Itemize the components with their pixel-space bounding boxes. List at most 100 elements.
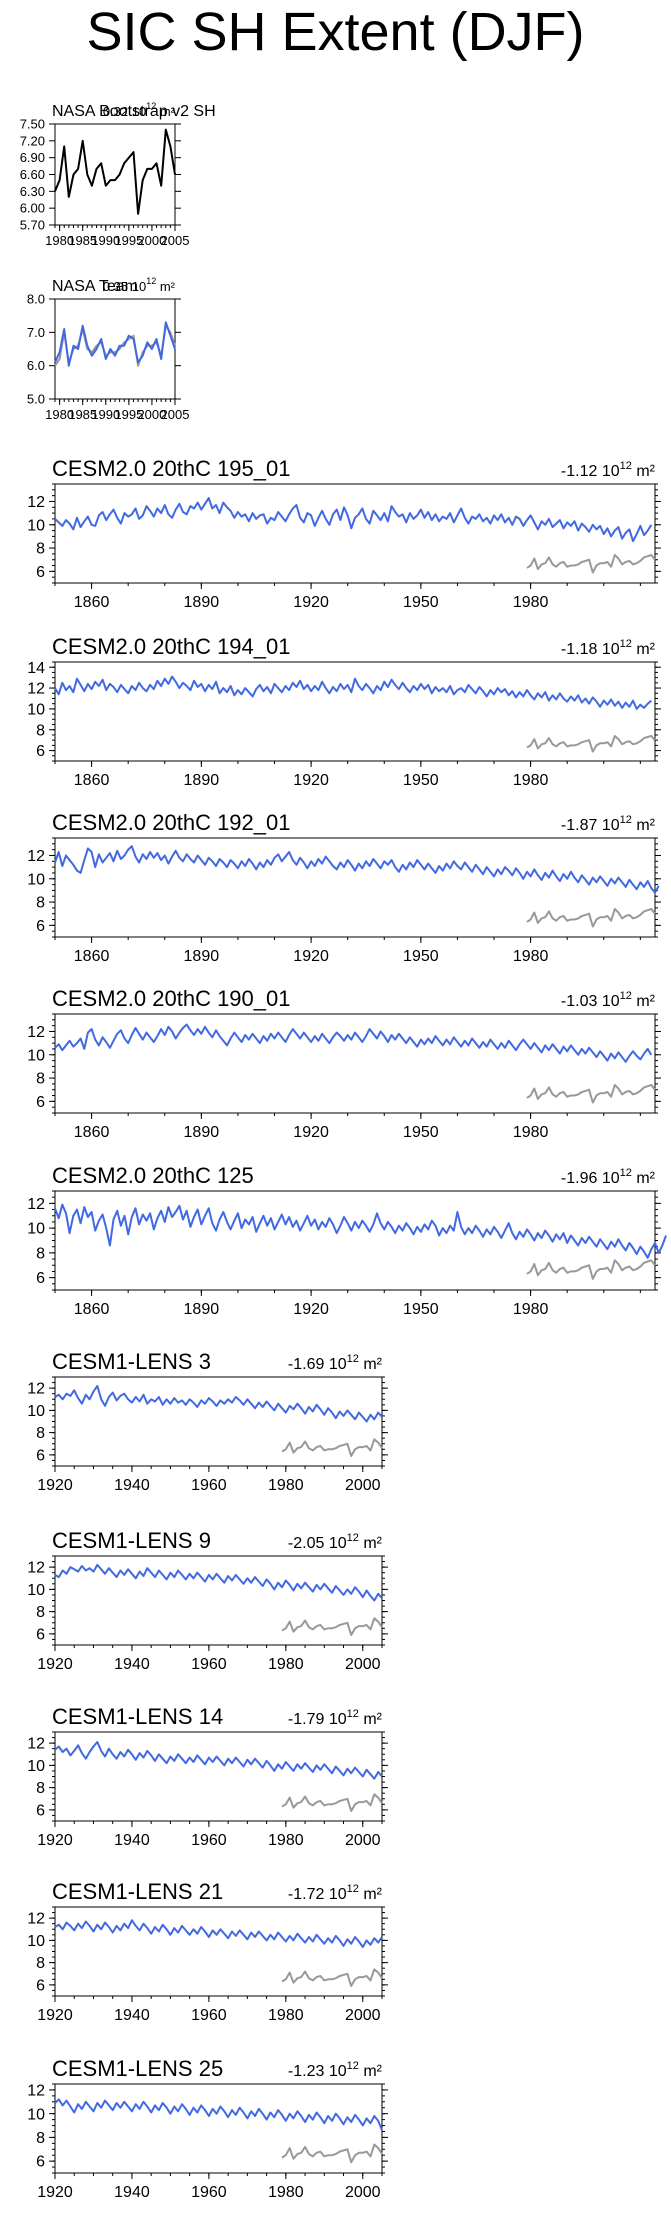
x-tick-label: 1980 bbox=[268, 2184, 304, 2201]
y-tick-label: 7.20 bbox=[20, 133, 45, 148]
series-line-observed bbox=[54, 128, 176, 215]
x-tick-label: 1950 bbox=[403, 1301, 439, 1318]
x-tick-label: 1980 bbox=[513, 1301, 549, 1318]
y-tick-label: 12 bbox=[27, 494, 45, 511]
plot-frame bbox=[54, 2083, 383, 2174]
y-tick-label: 6.0 bbox=[27, 358, 45, 373]
chart-panel-6: CESM2.0 20thC 190_01 -1.03 1012 m² 6 8 10 12 1… bbox=[27, 986, 661, 1141]
y-tick-label: 10 bbox=[27, 1221, 45, 1238]
series-line-obs_overlay bbox=[281, 1438, 383, 1457]
y-tick-label: 5.0 bbox=[27, 392, 45, 407]
x-tick-label: 1960 bbox=[191, 1656, 227, 1673]
y-tick-label: 6 bbox=[36, 1270, 45, 1287]
x-tick-label: 2000 bbox=[137, 233, 166, 248]
trend-label: -1.18 1012 m² bbox=[561, 638, 656, 658]
x-tick-label: 1980 bbox=[268, 2007, 304, 2024]
x-tick-label: 1940 bbox=[114, 1477, 150, 1494]
series-line-obs_overlay bbox=[526, 554, 656, 574]
y-tick-label: 14 bbox=[27, 660, 45, 677]
x-tick-label: 1995 bbox=[114, 407, 143, 422]
series-line-obs_overlay bbox=[526, 1084, 656, 1104]
chart-panel-3: CESM2.0 20thC 195_01 -1.12 1012 m² 6 8 10 12 1… bbox=[27, 456, 661, 611]
y-tick-label: 12 bbox=[27, 1381, 45, 1398]
chart-panel-1: NASA Bootstrap v2 SH0.32 1012 m² 5.70 6.00… bbox=[20, 101, 216, 248]
panel-title: CESM1-LENS 21 bbox=[52, 1879, 223, 1904]
x-tick-label: 1890 bbox=[184, 772, 220, 789]
y-tick-label: 12 bbox=[27, 1196, 45, 1213]
panel-title: CESM1-LENS 25 bbox=[52, 2056, 223, 2081]
series-line-model bbox=[54, 1023, 653, 1063]
x-tick-label: 1890 bbox=[184, 1124, 220, 1141]
trend-label: 0.32 1012 m² bbox=[103, 101, 176, 119]
x-tick-label: 1960 bbox=[191, 1832, 227, 1849]
y-tick-label: 6.90 bbox=[20, 150, 45, 165]
x-tick-label: 1960 bbox=[191, 2007, 227, 2024]
x-tick-label: 1920 bbox=[37, 1477, 73, 1494]
page-title: SIC SH Extent (DJF) bbox=[86, 2, 585, 62]
plot-frame bbox=[54, 1190, 656, 1291]
panel-title: NASA Bootstrap v2 SH bbox=[52, 103, 216, 120]
y-tick-label: 8 bbox=[36, 722, 45, 739]
series-line-model bbox=[54, 497, 653, 543]
x-tick-label: 1960 bbox=[191, 1477, 227, 1494]
y-tick-label: 10 bbox=[27, 517, 45, 534]
x-tick-label: 1860 bbox=[74, 948, 110, 965]
y-tick-label: 12 bbox=[27, 681, 45, 698]
y-tick-label: 10 bbox=[27, 871, 45, 888]
y-tick-label: 8 bbox=[36, 1425, 45, 1442]
series-line-model bbox=[54, 1203, 667, 1259]
y-tick-label: 6 bbox=[36, 1626, 45, 1643]
x-tick-label: 1950 bbox=[403, 948, 439, 965]
x-tick-label: 1920 bbox=[37, 2184, 73, 2201]
y-tick-label: 12 bbox=[27, 1911, 45, 1928]
x-tick-label: 2000 bbox=[137, 407, 166, 422]
series-line-model bbox=[54, 1741, 383, 1780]
plot-frame bbox=[54, 661, 656, 762]
x-tick-label: 1950 bbox=[403, 772, 439, 789]
y-tick-label: 8.0 bbox=[27, 292, 45, 307]
x-tick-label: 1860 bbox=[74, 772, 110, 789]
chart-panel-7: CESM2.0 20thC 125 -1.96 1012 m² 6 8 10 12 1860… bbox=[27, 1163, 667, 1318]
x-tick-label: 1960 bbox=[191, 2184, 227, 2201]
panel-title: CESM2.0 20thC 192_01 bbox=[52, 810, 291, 835]
y-tick-label: 6 bbox=[36, 743, 45, 760]
x-tick-label: 1920 bbox=[37, 1656, 73, 1673]
x-tick-label: 2000 bbox=[345, 1477, 381, 1494]
series-line-model bbox=[54, 1919, 383, 1948]
trend-label: -1.12 1012 m² bbox=[561, 460, 656, 480]
chart-panel-9: CESM1-LENS 9 -2.05 1012 m² 6 8 10 12 1920 1940 1… bbox=[27, 1528, 388, 1673]
trend-label: -1.87 1012 m² bbox=[561, 814, 656, 834]
x-tick-label: 1940 bbox=[114, 1656, 150, 1673]
panel-title: CESM2.0 20thC 125 bbox=[52, 1163, 254, 1188]
x-tick-label: 1920 bbox=[293, 1301, 329, 1318]
y-tick-label: 6 bbox=[36, 564, 45, 581]
trend-label: -1.96 1012 m² bbox=[561, 1167, 656, 1187]
y-tick-label: 6.30 bbox=[20, 184, 45, 199]
x-tick-label: 1980 bbox=[45, 233, 74, 248]
x-tick-label: 1860 bbox=[74, 594, 110, 611]
y-tick-label: 7.0 bbox=[27, 325, 45, 340]
x-tick-label: 1860 bbox=[74, 1301, 110, 1318]
y-tick-label: 12 bbox=[27, 2083, 45, 2100]
plot-frame bbox=[54, 483, 656, 584]
x-tick-label: 1940 bbox=[114, 2184, 150, 2201]
trend-label: 0.35 1012 m² bbox=[103, 276, 176, 294]
y-tick-label: 6.00 bbox=[20, 201, 45, 216]
y-tick-label: 8 bbox=[36, 2130, 45, 2147]
x-tick-label: 1990 bbox=[91, 233, 120, 248]
y-tick-label: 12 bbox=[27, 1560, 45, 1577]
y-tick-label: 10 bbox=[27, 701, 45, 718]
plot-frame bbox=[54, 1555, 383, 1646]
y-tick-label: 10 bbox=[27, 2106, 45, 2123]
y-tick-label: 8 bbox=[36, 895, 45, 912]
y-tick-label: 7.50 bbox=[20, 117, 45, 132]
x-tick-label: 1860 bbox=[74, 1124, 110, 1141]
x-tick-label: 1920 bbox=[37, 1832, 73, 1849]
x-tick-label: 1920 bbox=[293, 1124, 329, 1141]
x-tick-label: 2000 bbox=[345, 2184, 381, 2201]
x-tick-label: 1920 bbox=[293, 772, 329, 789]
y-tick-label: 10 bbox=[27, 1582, 45, 1599]
x-tick-label: 1980 bbox=[513, 1124, 549, 1141]
panel-title: CESM2.0 20thC 195_01 bbox=[52, 456, 291, 481]
